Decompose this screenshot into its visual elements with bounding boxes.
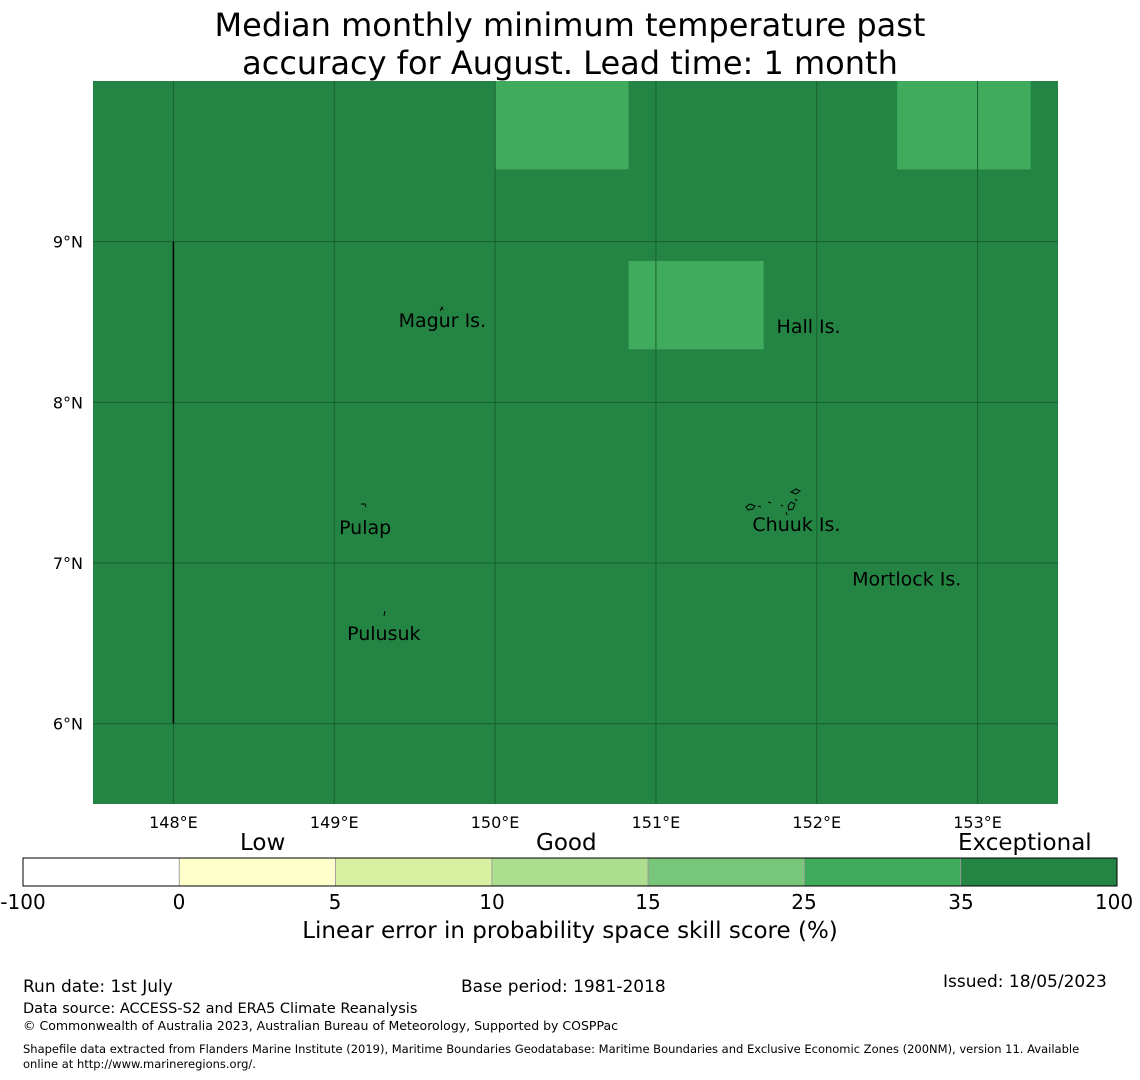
colorbar-category-good: Good bbox=[536, 830, 597, 856]
colorbar-swatch bbox=[960, 857, 1118, 887]
colorbar-label: Linear error in probability space skill … bbox=[302, 918, 838, 944]
longitude-tick-label: 149°E bbox=[310, 813, 359, 832]
colorbar-frame bbox=[22, 857, 1118, 887]
title-line-2: accuracy for August. Lead time: 1 month bbox=[242, 44, 898, 82]
chuuk-lagoon-icon bbox=[745, 488, 801, 516]
colorbar-category-low: Low bbox=[240, 830, 286, 856]
map-gridlines bbox=[93, 81, 1058, 804]
place-labels: Magur Is. Hall Is. Pulap Chuuk Is. Mortlock … bbox=[339, 310, 961, 645]
colorbar-category-exceptional: Exceptional bbox=[958, 830, 1092, 856]
pulusuk-island-icon bbox=[383, 610, 386, 617]
place-label: Chuuk Is. bbox=[752, 514, 840, 536]
longitude-tick-labels: 148°E 149°E 150°E 151°E 152°E 153°E bbox=[149, 813, 1002, 832]
longitude-tick-label: 151°E bbox=[632, 813, 681, 832]
island-outlines bbox=[361, 305, 801, 617]
latitude-tick-labels: 9°N 8°N 7°N 6°N bbox=[53, 233, 83, 734]
map-title: Median monthly minimum temperature past … bbox=[0, 6, 1140, 82]
data-source: Data source: ACCESS-S2 and ERA5 Climate … bbox=[23, 1001, 418, 1017]
colorbar-swatch bbox=[647, 857, 805, 887]
latitude-tick-label: 6°N bbox=[53, 715, 83, 734]
pulap-island-icon bbox=[361, 503, 367, 508]
colorbar-tick: 100 bbox=[1094, 890, 1134, 914]
colorbar-swatch bbox=[22, 857, 180, 887]
colorbar bbox=[22, 857, 1118, 887]
colorbar-tick: 0 bbox=[172, 890, 186, 914]
latitude-tick-label: 9°N bbox=[53, 233, 83, 252]
highlight-cell bbox=[628, 260, 764, 350]
title-line-1: Median monthly minimum temperature past bbox=[214, 6, 926, 44]
magur-island-icon bbox=[439, 305, 444, 312]
colorbar-tick: -100 bbox=[0, 890, 46, 914]
highlight-cells bbox=[495, 81, 1031, 350]
colorbar-swatch bbox=[804, 857, 962, 887]
colorbar-tick: 25 bbox=[791, 890, 817, 914]
latitude-tick-label: 7°N bbox=[53, 554, 83, 573]
colorbar-tick: 5 bbox=[328, 890, 342, 914]
copyright: © Commonwealth of Australia 2023, Austra… bbox=[23, 1018, 618, 1033]
highlight-cell bbox=[897, 81, 1031, 170]
longitude-tick-label: 150°E bbox=[471, 813, 520, 832]
shapefile-credit-line-2: online at http://www.marineregions.org/. bbox=[23, 1057, 256, 1071]
colorbar-swatch bbox=[491, 857, 649, 887]
place-label: Pulap bbox=[339, 517, 391, 539]
place-label: Pulusuk bbox=[347, 623, 420, 645]
colorbar-swatch bbox=[178, 857, 336, 887]
colorbar-swatch bbox=[335, 857, 493, 887]
place-label: Magur Is. bbox=[399, 310, 487, 332]
latitude-tick-label: 8°N bbox=[53, 393, 83, 412]
map-background bbox=[93, 81, 1058, 804]
skill-score-map: Magur Is. Hall Is. Pulap Chuuk Is. Mortlock … bbox=[53, 81, 1058, 832]
shapefile-credit-line-1: Shapefile data extracted from Flanders M… bbox=[23, 1042, 1080, 1056]
longitude-tick-label: 152°E bbox=[792, 813, 841, 832]
colorbar-tick: 15 bbox=[635, 890, 661, 914]
highlight-cell bbox=[495, 81, 629, 170]
colorbar-tick: 35 bbox=[948, 890, 974, 914]
run-date: Run date: 1st July bbox=[23, 977, 173, 997]
place-label: Mortlock Is. bbox=[852, 568, 961, 590]
colorbar-tick: 10 bbox=[479, 890, 505, 914]
longitude-tick-label: 153°E bbox=[953, 813, 1002, 832]
base-period: Base period: 1981-2018 bbox=[461, 977, 666, 997]
issued-date: Issued: 18/05/2023 bbox=[943, 972, 1107, 992]
place-label: Hall Is. bbox=[777, 316, 841, 338]
longitude-tick-label: 148°E bbox=[149, 813, 198, 832]
